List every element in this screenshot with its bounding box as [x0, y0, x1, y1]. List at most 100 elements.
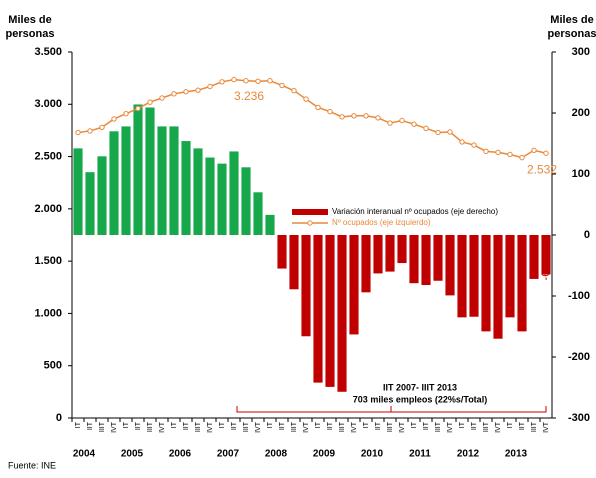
bar — [385, 235, 395, 272]
bar — [361, 235, 371, 293]
bar — [169, 126, 179, 235]
point — [291, 87, 297, 94]
bar — [445, 235, 455, 296]
y2-tick-label: 200 — [572, 107, 590, 119]
point — [159, 95, 165, 101]
source: Fuente: INE — [8, 460, 56, 470]
bar — [109, 131, 119, 235]
x-tick-label: IT — [75, 421, 82, 428]
y2-axis-title: personas — [548, 28, 596, 40]
x-tick-label: IVT — [303, 421, 310, 433]
x-tick-label: IIIT — [435, 421, 442, 432]
point — [423, 125, 429, 132]
year-label: 2007 — [217, 449, 240, 460]
bar — [133, 104, 143, 236]
x-tick-label: IIIT — [483, 421, 490, 432]
point — [495, 149, 501, 156]
point — [195, 87, 201, 93]
y2-tick-label: 0 — [584, 229, 590, 241]
bar — [241, 167, 251, 235]
bar — [97, 156, 107, 235]
bar — [373, 235, 383, 274]
point — [219, 79, 225, 85]
line — [77, 78, 547, 159]
point — [471, 142, 477, 148]
x-tick-label: IIT — [183, 421, 190, 430]
bar — [289, 235, 299, 290]
y-tick-label: 3.000 — [34, 98, 62, 110]
point — [447, 129, 453, 135]
bar — [157, 126, 167, 235]
y-tick-label: 500 — [44, 360, 62, 372]
x-tick-label: IVT — [399, 421, 406, 433]
x-tick-label: IVT — [543, 421, 550, 433]
bar — [85, 172, 95, 235]
point — [75, 129, 81, 136]
point — [99, 124, 105, 130]
x-tick-label: IVT — [495, 421, 502, 433]
bar — [73, 148, 83, 235]
bar — [205, 157, 215, 235]
x-tick-label: IT — [267, 421, 274, 428]
x-tick-label: IVT — [159, 421, 166, 433]
y-tick-label: 1.000 — [34, 307, 62, 319]
year-label: 2013 — [505, 449, 528, 460]
point — [483, 148, 489, 155]
bar — [325, 235, 335, 387]
x-tick-label: IIT — [135, 421, 142, 430]
point — [459, 139, 465, 145]
bar — [529, 235, 539, 279]
x-tick-label: IT — [123, 421, 130, 428]
x-tick-label: IIT — [471, 421, 478, 430]
year-label: 2011 — [409, 449, 431, 460]
x-tick-label: IVT — [207, 421, 214, 433]
year-label: 2008 — [265, 449, 288, 460]
point — [111, 116, 117, 122]
point — [399, 117, 405, 124]
x-tick-label: IIIT — [387, 421, 394, 432]
legend-swatch — [292, 209, 328, 215]
y2-tick-label: -100 — [568, 290, 590, 302]
y2-axis-title: Miles de — [550, 14, 593, 26]
bar — [217, 163, 227, 235]
y-tick-label: 2.000 — [34, 203, 62, 215]
y2-tick-label: -300 — [568, 412, 590, 424]
point — [531, 147, 537, 153]
legend-swatch — [307, 220, 313, 226]
bar — [121, 126, 131, 235]
point — [147, 99, 153, 105]
point — [363, 113, 369, 119]
bar — [457, 235, 467, 318]
bar — [193, 148, 203, 235]
point — [279, 82, 285, 89]
annotation: 703 miles empleos (22%s/Total) — [353, 394, 487, 404]
legend-label: Variación interanual nº ocupados (eje de… — [332, 207, 498, 216]
data-label: 3.236 — [234, 89, 264, 103]
bar — [145, 107, 155, 235]
point — [135, 105, 141, 112]
y-tick-label: 0 — [56, 412, 62, 424]
bar — [505, 235, 515, 318]
data-label: -64,7 — [540, 255, 552, 280]
x-tick-label: IIIT — [195, 421, 202, 432]
bar — [181, 141, 191, 235]
bar — [397, 235, 407, 264]
bar — [433, 235, 443, 281]
x-tick-label: IIT — [327, 421, 334, 430]
bar — [517, 235, 527, 332]
y2-tick-label: 300 — [572, 46, 590, 58]
y-tick-label: 3.500 — [34, 46, 62, 58]
x-tick-label: IT — [363, 421, 370, 428]
x-tick-label: IIIT — [99, 421, 106, 432]
point — [303, 96, 309, 102]
y2-tick-label: -200 — [568, 351, 590, 363]
x-tick-label: IIIT — [147, 421, 154, 432]
x-tick-label: IT — [411, 421, 418, 428]
point — [411, 121, 417, 127]
x-tick-label: IVT — [351, 421, 358, 433]
x-tick-label: IT — [219, 421, 226, 428]
bar — [277, 235, 287, 269]
point — [507, 151, 513, 158]
x-tick-label: IIIT — [339, 421, 346, 432]
